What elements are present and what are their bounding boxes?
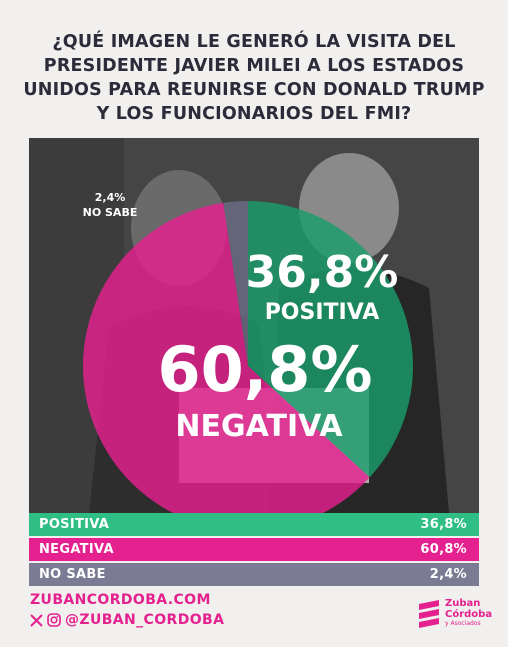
slice-positiva — [248, 201, 413, 478]
brand-line3: y Asociados — [445, 620, 481, 627]
legend-label: NEGATIVA — [39, 542, 114, 557]
slice-negativa — [83, 202, 370, 513]
legend-value: 36,8% — [420, 517, 467, 532]
brand-logo: Zuban Córdoba y Asociados — [417, 598, 497, 632]
zuban-logo-icon — [419, 600, 439, 628]
question-title: ¿QUÉ IMAGEN LE GENERÓ LA VISITA DEL PRES… — [23, 32, 485, 124]
brand-line1: Zuban — [445, 598, 481, 609]
website-link[interactable]: ZUBANCORDOBA.COM — [30, 592, 211, 608]
positiva-value-label: 36,8% — [246, 247, 399, 298]
brand-name: Zuban Córdoba y Asociados — [445, 598, 492, 627]
instagram-icon[interactable] — [47, 613, 61, 627]
brand-line2: Córdoba — [445, 609, 493, 620]
pie-chart: 36,8%POSITIVA 60,8%NEGATIVA 2,4% NO SABE — [83, 191, 413, 513]
positiva-name-label: POSITIVA — [265, 300, 380, 325]
legend: POSITIVA 36,8% NEGATIVA 60,8% NO SABE 2,… — [29, 513, 479, 588]
no-sabe-name-label: NO SABE — [83, 206, 138, 219]
social-handle[interactable]: @ZUBAN_CORDOBA — [65, 612, 225, 628]
no-sabe-value-label: 2,4% — [95, 191, 126, 204]
legend-row-no-sabe: NO SABE 2,4% — [29, 563, 479, 586]
x-twitter-icon[interactable] — [30, 613, 43, 627]
legend-value: 60,8% — [420, 542, 467, 557]
slice-no-sabe — [223, 201, 248, 366]
footer-contact: ZUBANCORDOBA.COM @ZUBAN_CORDOBA — [30, 592, 224, 628]
negativa-value-label: 60,8% — [157, 333, 372, 406]
legend-row-positiva: POSITIVA 36,8% — [29, 513, 479, 536]
legend-label: POSITIVA — [39, 517, 110, 532]
background-photo: 36,8% POSITIVA 60,8% NEGATIVA 2,4% NO SABE — [29, 138, 479, 513]
legend-label: NO SABE — [39, 567, 106, 582]
legend-row-negativa: NEGATIVA 60,8% — [29, 538, 479, 561]
legend-value: 2,4% — [429, 567, 467, 582]
negativa-name-label: NEGATIVA — [175, 409, 343, 444]
